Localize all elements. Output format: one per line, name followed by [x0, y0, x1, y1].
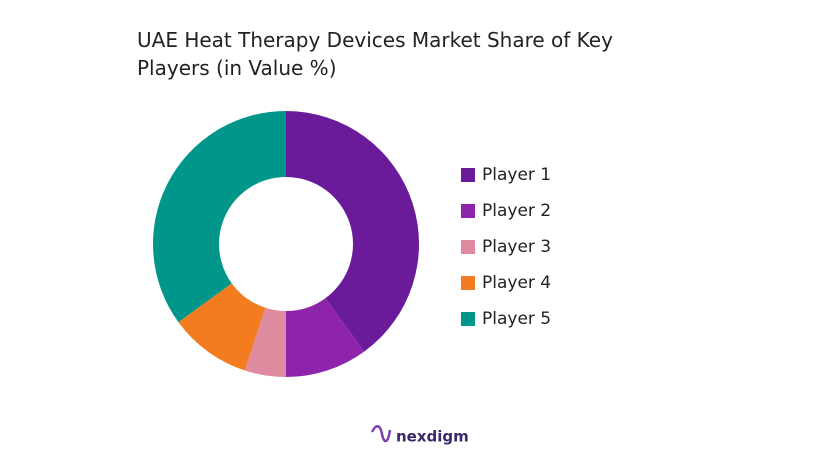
legend-label: Player 2	[482, 201, 551, 221]
legend-swatch	[461, 204, 475, 218]
legend: Player 1 Player 2 Player 3 Player 4 Player 5	[461, 165, 551, 329]
slice	[286, 111, 420, 352]
legend-label: Player 3	[482, 237, 551, 257]
slice	[152, 111, 286, 323]
legend-swatch	[461, 276, 475, 290]
legend-label: Player 4	[482, 273, 551, 293]
legend-label: Player 5	[482, 309, 551, 329]
donut	[152, 111, 420, 377]
brand-logo	[370, 425, 392, 443]
legend-swatch	[461, 240, 475, 254]
slice	[244, 307, 286, 377]
brand-name: nexdigm	[396, 428, 469, 446]
legend-label: Player 1	[482, 165, 551, 185]
legend-swatch	[461, 312, 475, 326]
legend-swatch	[461, 168, 475, 182]
slice	[178, 283, 266, 371]
chart-title: UAE Heat Therapy Devices Market Share of…	[137, 28, 613, 80]
slice	[286, 298, 365, 377]
